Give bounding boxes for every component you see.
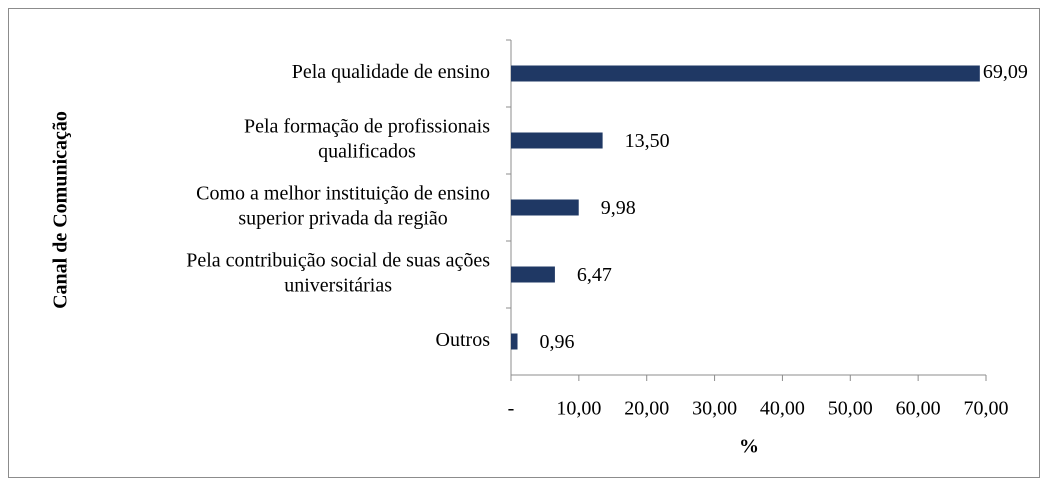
y-tick-label: superior privada da região xyxy=(238,208,447,230)
y-tick-label: Pela formação de profissionais xyxy=(244,116,490,138)
x-tick-label: 20,00 xyxy=(624,398,669,420)
value-label: 13,50 xyxy=(625,130,670,152)
y-tick-label: Outros xyxy=(436,329,491,351)
x-tick-label: 50,00 xyxy=(828,398,873,420)
value-label: 6,47 xyxy=(577,264,612,286)
value-label: 9,98 xyxy=(601,197,636,219)
x-tick-label: 10,00 xyxy=(556,398,601,420)
value-label: 0,96 xyxy=(540,331,575,353)
y-axis-title: Canal de Comunicação xyxy=(50,111,72,309)
bar xyxy=(511,132,603,149)
x-tick-label: 30,00 xyxy=(692,398,737,420)
chart-border xyxy=(8,8,1040,478)
bar xyxy=(511,333,518,350)
value-label: 69,09 xyxy=(983,61,1028,83)
x-tick-label: 60,00 xyxy=(896,398,941,420)
x-tick-label: - xyxy=(508,398,515,420)
y-tick-label: qualificados xyxy=(318,141,416,163)
x-axis-title: % xyxy=(739,436,759,458)
y-tick-label: Pela contribuição social de suas ações xyxy=(186,250,490,272)
bar xyxy=(511,266,555,283)
y-tick-label: Como a melhor instituição de ensino xyxy=(196,183,490,205)
x-tick-label: 40,00 xyxy=(760,398,805,420)
y-tick-label: universitárias xyxy=(284,275,392,297)
y-tick-label: Pela qualidade de ensino xyxy=(292,61,490,83)
x-tick-label: 70,00 xyxy=(964,398,1009,420)
bar xyxy=(511,199,579,216)
bar xyxy=(511,65,980,82)
